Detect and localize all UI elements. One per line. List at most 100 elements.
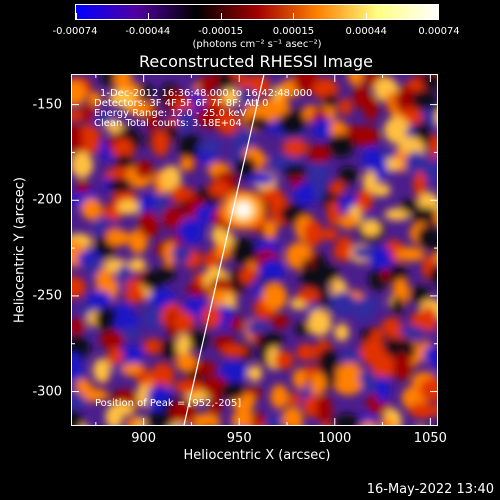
heatmap-blob (396, 246, 425, 262)
heatmap-blob (179, 156, 193, 171)
heatmap-blob (296, 343, 316, 361)
heatmap-blob (139, 222, 159, 238)
heatmap-blob (208, 179, 231, 198)
heatmap-blob (338, 350, 367, 363)
heatmap-blob (394, 86, 418, 114)
heatmap-blob (71, 80, 87, 107)
heatmap-plot (71, 74, 438, 426)
heatmap-blob (399, 325, 425, 339)
heatmap-blob (311, 118, 335, 139)
peak-position-label: Position of Peak = [952,-205] (95, 398, 242, 409)
heatmap-blob (81, 198, 103, 221)
heatmap-blob (239, 267, 256, 285)
heatmap-blob (161, 206, 185, 229)
heatmap-blob (274, 350, 294, 370)
y-tick-label: -200 (32, 192, 62, 208)
heatmap-blob (432, 252, 438, 264)
solar-limb-line (183, 74, 265, 426)
heatmap-blob (330, 180, 345, 195)
heatmap-blob (327, 133, 355, 158)
y-tick-label: -300 (32, 384, 62, 400)
heatmap-blob (216, 109, 240, 135)
heatmap-blob (347, 74, 364, 86)
annotation-line: Clean Total counts: 3.18E+04 (94, 118, 242, 129)
heatmap-blob (262, 282, 288, 311)
heatmap-blob (203, 250, 220, 271)
x-axis-label: Heliocentric X (arcsec) (183, 448, 331, 463)
heatmap-blob (192, 361, 217, 375)
heatmap-blob (411, 89, 437, 110)
heatmap-blob (88, 91, 103, 106)
colorbar-tick-label: -0.00044 (125, 26, 171, 37)
heatmap-blob (312, 78, 339, 100)
heatmap-blob (124, 286, 146, 303)
heatmap-blob (92, 358, 111, 383)
y-tick-label: -150 (32, 97, 62, 113)
heatmap-blob (108, 402, 135, 416)
heatmap-blob (334, 375, 362, 396)
heatmap-blob (258, 332, 284, 348)
heatmap-blob (370, 183, 391, 197)
heatmap-blob (374, 155, 388, 182)
heatmap-blob (421, 74, 438, 90)
heatmap-blob (270, 384, 289, 409)
heatmap-blob (410, 285, 431, 304)
heatmap-blob (334, 244, 353, 261)
heatmap-blob (139, 84, 154, 100)
heatmap-blob (279, 110, 306, 136)
heatmap-blob (71, 409, 83, 426)
heatmap-blob (176, 107, 194, 134)
heatmap-blob (405, 151, 427, 176)
heatmap-blob (163, 240, 176, 268)
heatmap-blob (86, 256, 102, 278)
x-tick-label: 1000 (318, 431, 352, 446)
heatmap-blob (307, 309, 332, 337)
heatmap-blob (108, 89, 135, 107)
heatmap-blob (99, 331, 125, 349)
colorbar-tick (148, 13, 150, 19)
heatmap-blob (433, 350, 438, 373)
heatmap-blob (94, 307, 119, 331)
heatmap-blob (313, 175, 326, 200)
heatmap-blob (360, 421, 377, 426)
heatmap-blob (71, 109, 83, 122)
colorbar-tick (365, 13, 367, 19)
heatmap-blob (176, 333, 191, 359)
heatmap-blob (170, 399, 197, 426)
heatmap-blob (259, 258, 286, 283)
heatmap-blob (432, 237, 438, 257)
annotation-line: Detectors: 3F 4F 5F 6F 7F 8F; Att 0 (94, 98, 269, 109)
heatmap-blob (143, 338, 163, 355)
heatmap-blob (408, 402, 437, 419)
y-tick-label: -250 (32, 288, 62, 304)
heatmap-blob (128, 257, 147, 271)
heatmap-blob (339, 98, 353, 116)
heatmap-blob (413, 171, 427, 198)
plot-border (71, 74, 438, 426)
heatmap-blob (231, 408, 255, 426)
heatmap-blob (333, 413, 360, 426)
heatmap-blob (219, 361, 248, 382)
heatmap-blob (198, 75, 213, 99)
heatmap-blob (143, 303, 163, 330)
heatmap-blob (146, 106, 160, 133)
heatmap-blob (119, 344, 145, 366)
heatmap-blob (136, 384, 151, 408)
heatmap-blob (322, 94, 338, 108)
heatmap-blob (178, 133, 204, 161)
axis-ticks (71, 74, 438, 426)
heatmap-blob (287, 393, 302, 406)
heatmap-blob (230, 316, 244, 331)
heatmap-blob (357, 370, 380, 393)
heatmap-blob (354, 297, 380, 313)
heatmap-blob (369, 247, 397, 271)
heatmap-blob (151, 129, 170, 157)
colorbar-tick-label: -0.00015 (198, 26, 244, 37)
heatmap-blob (87, 290, 112, 309)
heatmap-blob (220, 344, 248, 357)
heatmap-blob (71, 317, 86, 336)
heatmap-blob (327, 200, 340, 227)
timestamp: 16-May-2022 13:40 (366, 482, 494, 497)
x-tick-label: 1050 (413, 431, 447, 446)
heatmap-blob (108, 178, 133, 193)
